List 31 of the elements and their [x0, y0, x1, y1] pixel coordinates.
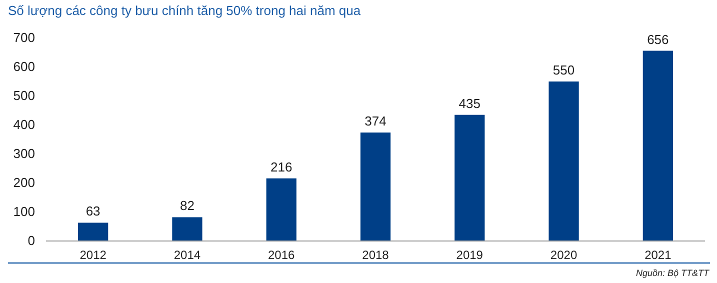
- x-tick-label: 2016: [268, 248, 296, 262]
- data-label: 82: [180, 198, 194, 214]
- x-tick-label: 2014: [174, 248, 201, 262]
- bar: [78, 222, 108, 241]
- x-tick-label: 2019: [456, 248, 484, 262]
- bar: [266, 178, 296, 241]
- data-label: 216: [270, 159, 292, 174]
- y-tick-label: 500: [13, 88, 35, 103]
- bar: [172, 217, 202, 241]
- x-tick-label: 2020: [550, 248, 578, 262]
- data-label: 656: [647, 32, 669, 47]
- data-label: 550: [552, 62, 575, 78]
- y-tick-label: 400: [13, 117, 35, 132]
- y-tick-label: 200: [13, 175, 35, 190]
- y-tick-label: 100: [13, 204, 35, 219]
- y-tick-label: 300: [13, 146, 35, 161]
- x-tick-label: 2012: [80, 248, 107, 262]
- y-tick-label: 0: [28, 233, 35, 248]
- y-tick-label: 600: [13, 59, 35, 74]
- data-label: 374: [364, 114, 386, 129]
- data-label: 435: [458, 96, 480, 111]
- data-label: 63: [86, 204, 100, 219]
- x-tick-label: 2018: [362, 248, 390, 262]
- bar: [548, 82, 579, 241]
- x-tick-label: 2021: [644, 248, 672, 262]
- bar: [360, 132, 391, 241]
- chart-title: Số lượng các công ty bưu chính tăng 50% trong hai năm qua: [8, 3, 362, 18]
- text: Nguồn: Bộ TT&TT: [636, 268, 710, 278]
- y-tick-label: 700: [13, 30, 35, 45]
- bar: [454, 114, 485, 241]
- bar: [642, 50, 673, 241]
